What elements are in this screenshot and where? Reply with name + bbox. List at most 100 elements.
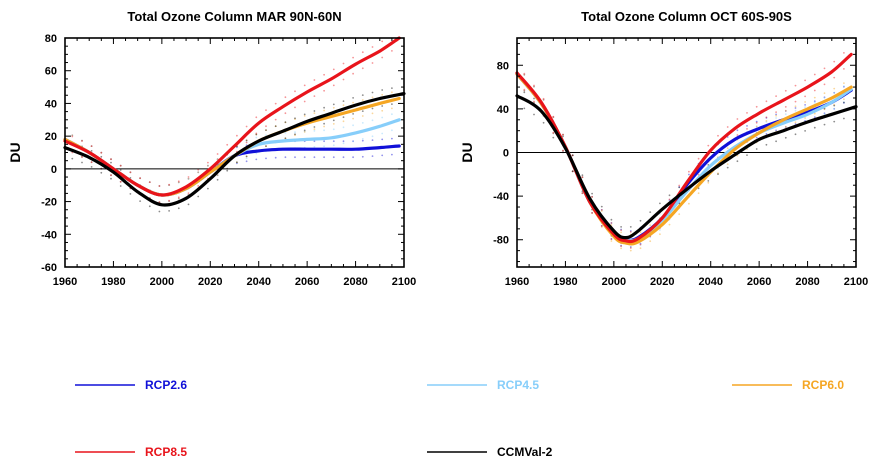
x-tick-label: 2060 <box>295 276 319 288</box>
spread-dot <box>236 161 238 164</box>
spread-dot <box>110 174 112 177</box>
spread-dot <box>313 112 316 114</box>
spread-dot <box>119 180 122 183</box>
spread-dot <box>542 98 545 101</box>
spread-dot <box>342 142 345 145</box>
spread-dot <box>284 96 287 99</box>
spread-dot <box>158 185 161 187</box>
spread-dot <box>591 212 593 214</box>
spread-dot <box>668 194 671 197</box>
spread-dot <box>361 51 364 54</box>
spread-dot <box>71 135 74 138</box>
spread-dot <box>197 171 200 174</box>
spread-dot <box>813 126 816 129</box>
spread-dot <box>187 177 190 180</box>
spread-dot <box>187 176 190 178</box>
series-line-rcp60 <box>515 72 853 246</box>
spread-dot <box>649 211 652 214</box>
spread-dot <box>697 192 700 195</box>
spread-dot <box>833 120 836 123</box>
spread-dot <box>833 103 836 106</box>
spread-dot <box>216 174 219 177</box>
spread-dot <box>187 203 190 206</box>
spread-dot <box>236 161 238 164</box>
spread-dot <box>629 231 632 233</box>
spread-dot <box>361 155 364 158</box>
spread-dot <box>216 158 219 161</box>
spread-dot <box>352 113 354 115</box>
spread-dot <box>784 113 787 116</box>
spread-dot <box>197 171 200 174</box>
spread-dot <box>342 140 345 143</box>
spread-dot <box>775 129 777 132</box>
spread-dot <box>533 85 535 88</box>
spread-dot <box>177 181 180 184</box>
spread-dot <box>629 247 632 249</box>
spread-dot <box>707 180 710 182</box>
spread-dot <box>245 141 248 144</box>
x-tick-label: 2080 <box>343 276 367 288</box>
spread-dot <box>119 164 122 167</box>
spread-dot <box>813 96 816 99</box>
spread-dot <box>81 140 83 142</box>
spread-dot <box>245 139 248 142</box>
spread-dot <box>352 56 354 59</box>
spread-dot <box>649 240 652 243</box>
spread-dot <box>381 89 384 91</box>
series-line-rcp45 <box>515 72 853 243</box>
spread-dot <box>755 121 758 124</box>
spread-dot <box>600 209 603 211</box>
y-tick-label: 20 <box>45 131 57 143</box>
spread-dot <box>659 229 661 231</box>
spread-dot <box>129 177 132 179</box>
spread-dot <box>177 181 180 184</box>
spread-dot <box>610 238 613 240</box>
spread-dot <box>620 229 622 232</box>
spread-dot <box>371 91 374 94</box>
spread-dot <box>313 79 316 81</box>
spread-dot <box>552 132 555 135</box>
spread-dot <box>236 146 238 149</box>
spread-dot <box>100 151 103 154</box>
spread-dot <box>352 156 354 159</box>
series-line-ccmval2 <box>515 94 858 240</box>
spread-dot <box>119 180 122 183</box>
spread-dot <box>717 173 719 176</box>
spread-dot <box>823 112 826 115</box>
spread-dot <box>158 185 161 187</box>
y-tick-label: -20 <box>41 197 57 209</box>
spread-dot <box>342 62 345 65</box>
spread-dot <box>391 103 393 105</box>
spread-dot <box>765 116 768 119</box>
spread-dot <box>90 161 93 164</box>
spread-dot <box>629 230 632 233</box>
spread-dot <box>391 129 393 132</box>
legend: RCP2.6 RCP4.5 RCP6.0 RCP8.5 CCMVal-2 <box>75 378 844 459</box>
spread-dot <box>274 102 277 105</box>
spread-dot <box>371 155 374 158</box>
spread-dot <box>726 166 729 169</box>
spread-dot <box>323 125 325 128</box>
spread-dot <box>581 174 584 177</box>
y-tick-label: 0 <box>51 164 57 176</box>
spread-dot <box>823 97 826 99</box>
spread-dot <box>707 181 710 184</box>
legend-label: RCP2.6 <box>145 378 187 392</box>
x-tick-label: 2100 <box>392 276 416 288</box>
spread-dot <box>265 145 267 148</box>
legend-label: CCMVal-2 <box>497 445 553 459</box>
chart-panel-1: Total Ozone Column MAR 90N-60N DU 1960 1980… <box>7 9 416 288</box>
spread-dot <box>775 114 777 117</box>
spread-dot <box>371 46 374 48</box>
spread-dot <box>765 143 768 146</box>
spread-dot <box>765 121 768 123</box>
spread-dot <box>794 133 797 136</box>
spread-dot <box>90 161 93 164</box>
spread-dot <box>90 161 93 164</box>
spread-dot <box>688 170 690 173</box>
spread-dot <box>168 183 171 186</box>
spread-dot <box>610 222 613 224</box>
spread-dot <box>129 171 132 174</box>
spread-dot <box>610 218 613 221</box>
